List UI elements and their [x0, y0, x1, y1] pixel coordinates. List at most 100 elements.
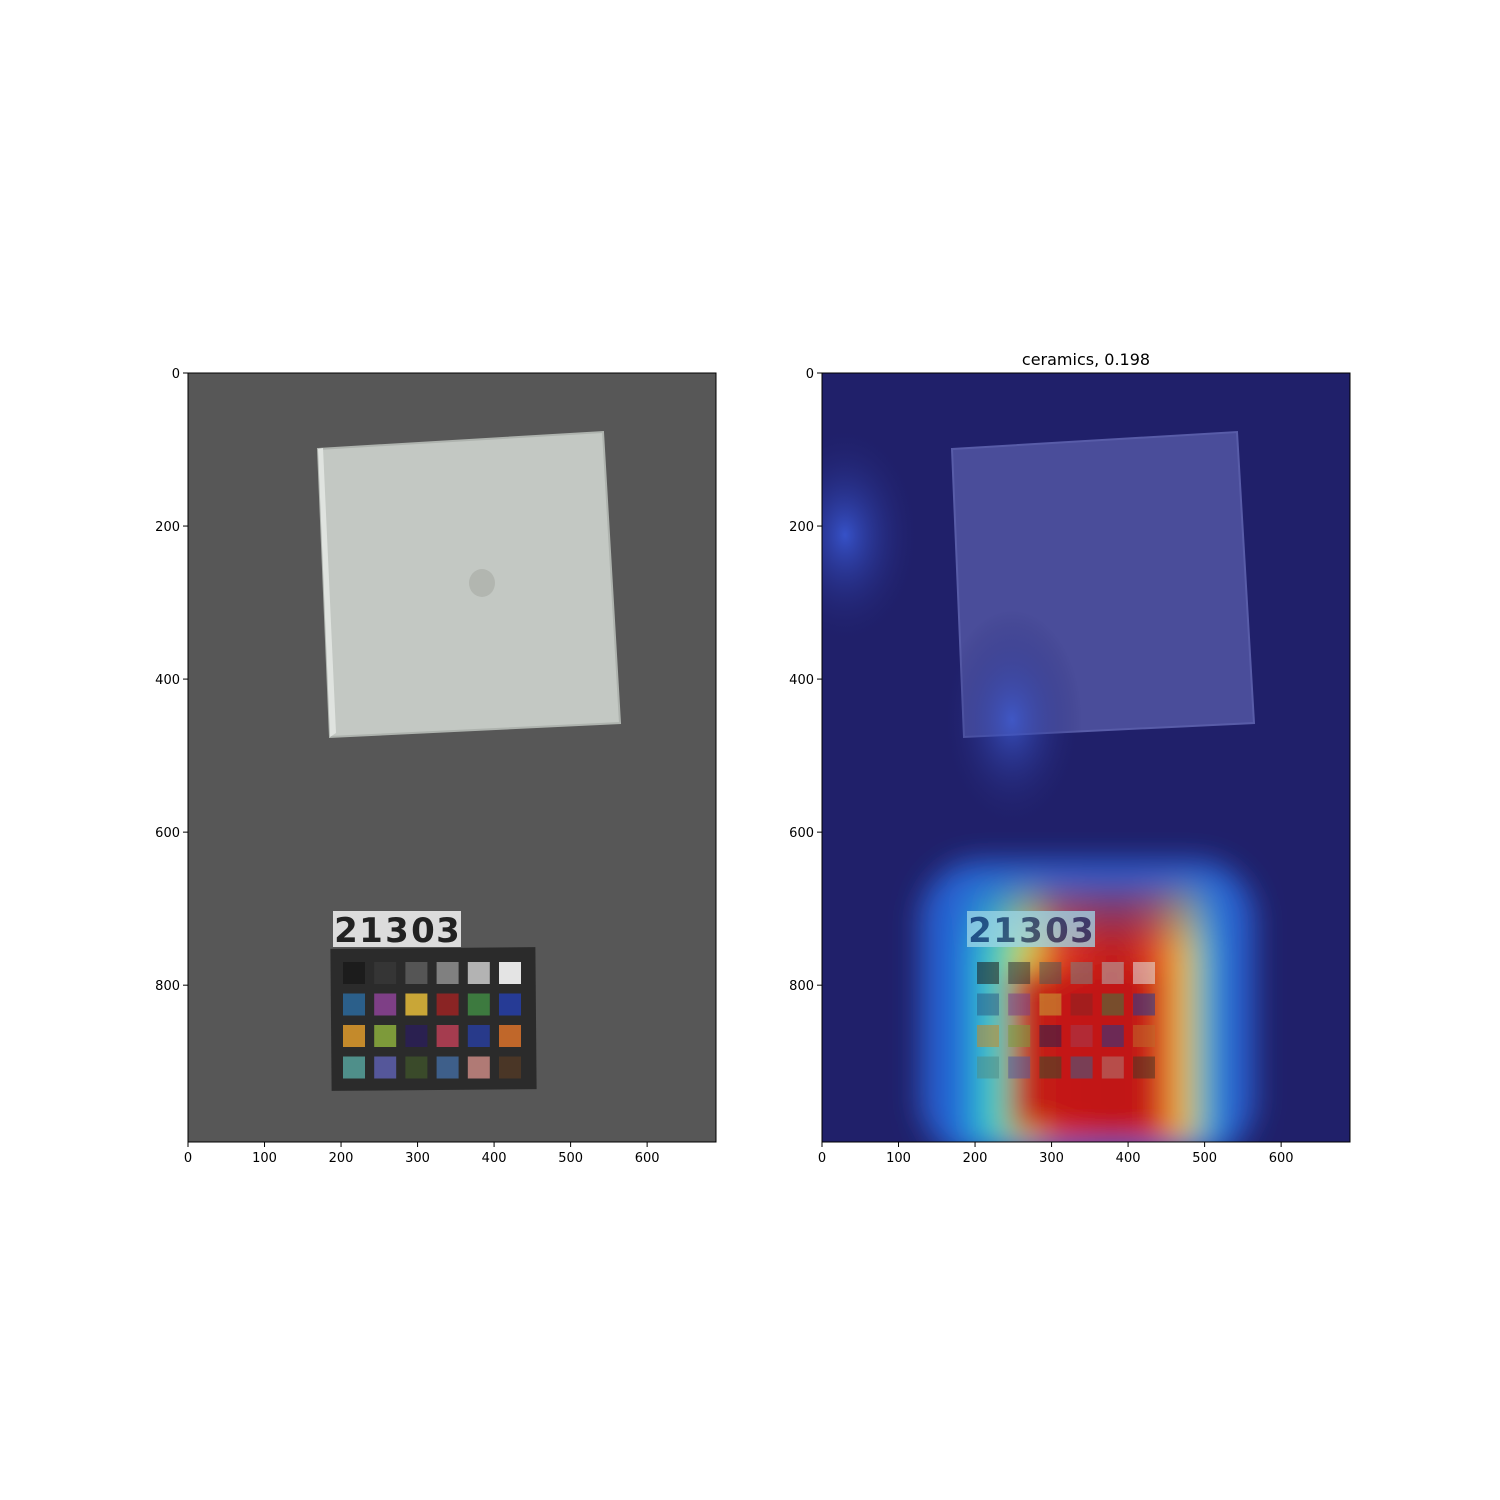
- checker-swatch: [374, 962, 397, 984]
- axes-right: 0 100 200 300 400 500 600 0 200 400 600 800: [789, 367, 1293, 1166]
- y-tick-label: 600: [789, 826, 814, 841]
- x-tick-label: 400: [482, 1151, 507, 1166]
- hotspot-mid: [942, 610, 1082, 830]
- tag-digit: 1: [993, 911, 1017, 951]
- tag-digit-box: [435, 911, 461, 947]
- handkerchief-fold: [318, 448, 336, 737]
- hotspot-left: [822, 425, 920, 645]
- tag-digit: 3: [385, 911, 409, 951]
- checker-swatch: [1008, 962, 1031, 984]
- x-tick-label: 0: [184, 1151, 192, 1166]
- checker-swatch: [499, 1056, 521, 1079]
- checker-swatch: [1070, 1025, 1093, 1047]
- checker-swatch: [1008, 1056, 1031, 1079]
- y-tick-label: 0: [172, 367, 180, 382]
- checker-swatch: [405, 1025, 428, 1047]
- tag-digit: 1: [359, 911, 383, 951]
- checker-swatch: [1070, 962, 1093, 984]
- checker-swatch: [977, 1056, 999, 1079]
- x-tick-label: 500: [1192, 1151, 1217, 1166]
- checker-swatch: [1039, 1025, 1062, 1047]
- checker-swatch: [467, 962, 490, 984]
- checker-swatch: [499, 962, 521, 984]
- color-checker-overlay: [977, 962, 1155, 1079]
- checker-swatch: [343, 1056, 365, 1079]
- tag-digit-box: [359, 911, 383, 947]
- checker-swatch: [405, 1056, 428, 1079]
- checker-swatch: [467, 993, 490, 1016]
- checker-swatch: [1070, 993, 1093, 1016]
- heatmap-title: ceramics, 0.198: [1022, 350, 1150, 369]
- tag-digit-box: [383, 911, 411, 947]
- checker-swatch: [405, 962, 428, 984]
- x-tick-label: 500: [558, 1151, 583, 1166]
- tag-digit-box: [1017, 911, 1045, 947]
- checker-swatch: [374, 993, 397, 1016]
- x-tick-label: 600: [1269, 1151, 1294, 1166]
- checker-swatch: [343, 993, 365, 1016]
- tag-digit: 3: [1019, 911, 1043, 951]
- x-tick-label: 0: [818, 1151, 826, 1166]
- checker-swatch: [343, 962, 365, 984]
- x-tick-label: 200: [329, 1151, 354, 1166]
- checker-swatch: [1133, 1056, 1155, 1079]
- tag-digit: 3: [436, 911, 460, 951]
- checker-swatch: [1039, 1056, 1062, 1079]
- heatmap-frame: [821, 372, 1351, 1143]
- tag-digit-box: [1069, 911, 1095, 947]
- tag-digit-box: [1045, 911, 1069, 947]
- tag-digit-box: [411, 911, 435, 947]
- checker-swatch: [499, 1025, 521, 1047]
- checker-swatch: [405, 993, 428, 1016]
- checker-swatch: [1133, 962, 1155, 984]
- x-tick-label: 100: [252, 1151, 277, 1166]
- x-tick-label: 300: [1039, 1151, 1064, 1166]
- y-tick-label: 0: [806, 367, 814, 382]
- checker-swatch: [436, 1025, 459, 1047]
- checker-swatch: [1070, 1056, 1093, 1079]
- y-tick-label: 600: [155, 826, 180, 841]
- checker-swatch: [1039, 993, 1062, 1016]
- tag-digit: 2: [334, 911, 358, 951]
- tag-digit-box: [993, 911, 1017, 947]
- tag-digit: 0: [1045, 911, 1069, 951]
- color-checker-swatches: [343, 962, 521, 1079]
- handkerchief: [316, 430, 622, 739]
- y-tick-label: 200: [155, 520, 180, 535]
- checker-swatch: [1133, 993, 1155, 1016]
- tag-digit-box: [967, 911, 993, 947]
- checker-swatch: [374, 1056, 397, 1079]
- checker-swatch: [1101, 1056, 1124, 1079]
- handkerchief-stain: [469, 569, 495, 597]
- checker-swatch: [436, 993, 459, 1016]
- checker-swatch: [343, 1025, 365, 1047]
- original-frame: [187, 372, 717, 1143]
- checker-swatch: [374, 1025, 397, 1047]
- checker-swatch: [499, 993, 521, 1016]
- checker-swatch: [977, 993, 999, 1016]
- checker-swatch: [467, 1056, 490, 1079]
- checker-swatch: [1101, 993, 1124, 1016]
- checker-swatch: [436, 962, 459, 984]
- axes-left: 0 100 200 300 400 500 600 0 200 400 600 800: [155, 367, 659, 1166]
- tag-digit: 3: [1070, 911, 1094, 951]
- checker-swatch: [436, 1056, 459, 1079]
- x-tick-label: 100: [886, 1151, 911, 1166]
- x-tick-label: 200: [963, 1151, 988, 1166]
- checker-swatch: [977, 962, 999, 984]
- y-tick-label: 800: [155, 979, 180, 994]
- x-tick-label: 600: [635, 1151, 660, 1166]
- y-tick-label: 400: [789, 673, 814, 688]
- checker-swatch: [1101, 962, 1124, 984]
- tag-digit-box: [333, 911, 359, 947]
- tag-digit: 2: [968, 911, 992, 951]
- x-tick-label: 400: [1116, 1151, 1141, 1166]
- y-tick-label: 800: [789, 979, 814, 994]
- checker-swatch: [1133, 1025, 1155, 1047]
- checker-swatch: [1101, 1025, 1124, 1047]
